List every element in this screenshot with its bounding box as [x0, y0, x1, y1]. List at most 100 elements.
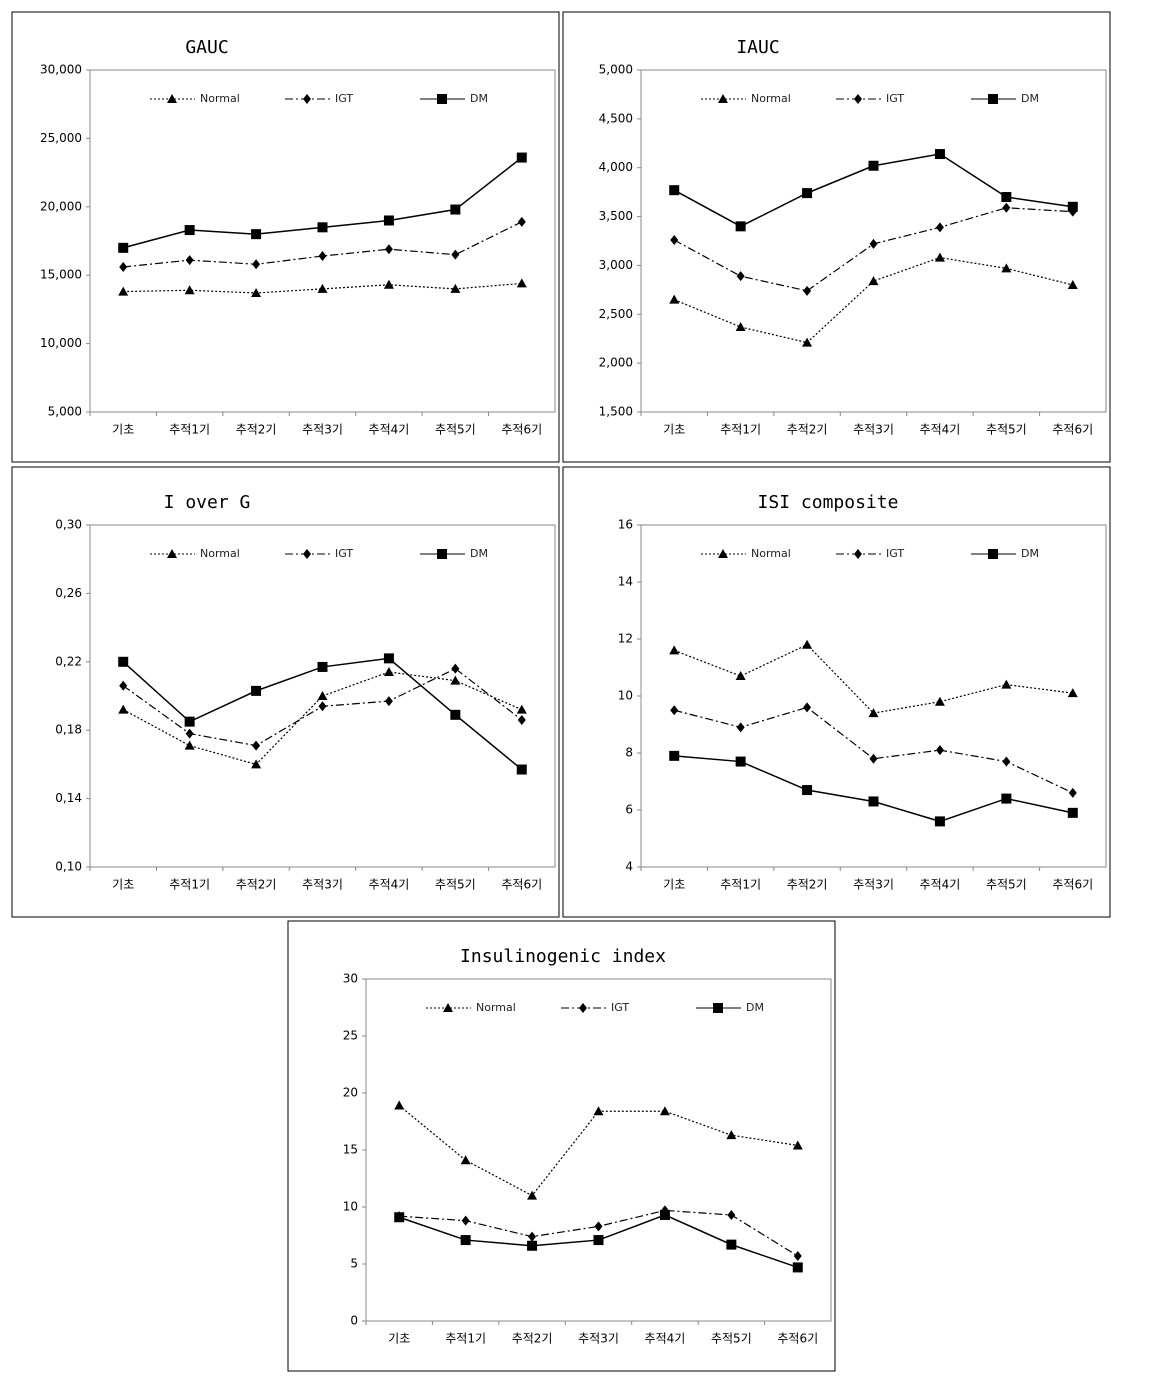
- legend-label: IGT: [886, 92, 904, 105]
- legend-label: DM: [470, 92, 488, 105]
- y-tick-label: 1,500: [599, 405, 633, 419]
- y-tick-label: 0,14: [55, 791, 82, 805]
- data-point: [868, 796, 879, 807]
- data-point: [450, 204, 461, 215]
- data-point: [460, 1235, 471, 1246]
- data-point: [803, 702, 812, 713]
- data-point: [1067, 807, 1078, 818]
- x-tick-label: 추적1기: [445, 1332, 486, 1346]
- x-tick-label: 추적6기: [1052, 878, 1093, 892]
- x-tick-label: 기초: [112, 423, 134, 437]
- data-point: [184, 716, 195, 727]
- x-tick-label: 추적5기: [435, 423, 476, 437]
- x-tick-label: 추적3기: [853, 878, 894, 892]
- legend-marker: [303, 94, 311, 104]
- series-line: [673, 643, 1073, 714]
- data-point: [450, 709, 461, 720]
- legend-marker: [579, 1003, 587, 1013]
- data-point: [868, 708, 879, 718]
- x-tick-label: 추적5기: [986, 878, 1027, 892]
- x-tick-label: 추적2기: [512, 1332, 553, 1346]
- y-tick-label: 3,000: [599, 258, 633, 272]
- legend-label: IGT: [886, 547, 904, 560]
- plot-area: [640, 524, 1107, 868]
- x-tick-label: 추적4기: [369, 423, 410, 437]
- y-tick-label: 5: [350, 1257, 358, 1271]
- data-point: [516, 278, 527, 288]
- data-point: [460, 1155, 471, 1165]
- legend-label: IGT: [611, 1001, 629, 1014]
- y-tick-label: 10: [343, 1200, 358, 1214]
- y-tick-label: 0,26: [55, 586, 82, 600]
- x-tick-label: 추적1기: [169, 423, 210, 437]
- data-point: [516, 704, 527, 714]
- y-tick-label: 5,000: [599, 63, 633, 77]
- legend-label: Normal: [476, 1001, 516, 1014]
- data-point: [451, 249, 460, 260]
- data-point: [735, 756, 746, 767]
- data-point: [383, 215, 394, 226]
- legend-marker: [718, 549, 728, 558]
- data-point: [450, 283, 461, 293]
- data-point: [1067, 201, 1078, 212]
- data-point: [735, 221, 746, 232]
- y-tick-label: 5,000: [48, 405, 82, 419]
- x-tick-label: 기초: [663, 878, 685, 892]
- data-point: [184, 285, 195, 295]
- y-tick-label: 10,000: [40, 336, 82, 350]
- y-tick-label: 15,000: [40, 268, 82, 282]
- legend-label: Normal: [751, 92, 791, 105]
- x-tick-label: 기초: [663, 423, 685, 437]
- data-point: [384, 696, 393, 707]
- data-point: [317, 283, 328, 293]
- legend-label: Normal: [751, 547, 791, 560]
- data-point: [252, 740, 261, 751]
- data-point: [383, 279, 394, 289]
- data-point: [317, 222, 328, 233]
- panel-frame: [11, 466, 560, 918]
- y-tick-label: 8: [625, 746, 633, 760]
- data-point: [1068, 787, 1077, 798]
- data-point: [735, 321, 746, 331]
- data-point: [1067, 688, 1078, 698]
- y-tick-label: 2,000: [599, 356, 633, 370]
- x-tick-label: 추적4기: [920, 878, 961, 892]
- data-point: [669, 645, 680, 655]
- data-point: [317, 661, 328, 672]
- chart-title: IAUC: [736, 37, 779, 58]
- series-line: [674, 706, 1074, 794]
- x-tick-label: 추적3기: [853, 423, 894, 437]
- series-line: [122, 671, 523, 766]
- x-tick-label: 추적1기: [169, 878, 210, 892]
- x-tick-label: 기초: [388, 1332, 410, 1346]
- y-tick-label: 25: [343, 1029, 358, 1043]
- x-tick-label: 추적6기: [501, 423, 542, 437]
- legend-marker: [443, 1003, 453, 1012]
- x-tick-label: 추적5기: [711, 1332, 752, 1346]
- y-tick-label: 2,500: [599, 307, 633, 321]
- data-point: [384, 244, 393, 255]
- data-point: [793, 1251, 802, 1262]
- y-tick-label: 0,22: [55, 654, 82, 668]
- data-point: [318, 251, 327, 262]
- data-point: [1001, 679, 1012, 689]
- data-point: [792, 1262, 803, 1273]
- data-point: [252, 259, 261, 270]
- data-point: [517, 714, 526, 725]
- data-point: [527, 1240, 538, 1251]
- legend-label: Normal: [200, 547, 240, 560]
- y-tick-label: 30,000: [40, 63, 82, 77]
- data-point: [184, 225, 195, 236]
- chart-title: I over G: [164, 492, 251, 513]
- x-tick-label: 기초: [112, 878, 134, 892]
- series-line: [673, 256, 1073, 344]
- y-tick-label: 6: [625, 803, 633, 817]
- data-point: [251, 685, 262, 696]
- data-point: [792, 1140, 803, 1150]
- y-tick-label: 3,500: [599, 209, 633, 223]
- data-point: [185, 728, 194, 739]
- data-point: [726, 1239, 737, 1250]
- data-point: [736, 722, 745, 733]
- legend-marker: [167, 549, 177, 558]
